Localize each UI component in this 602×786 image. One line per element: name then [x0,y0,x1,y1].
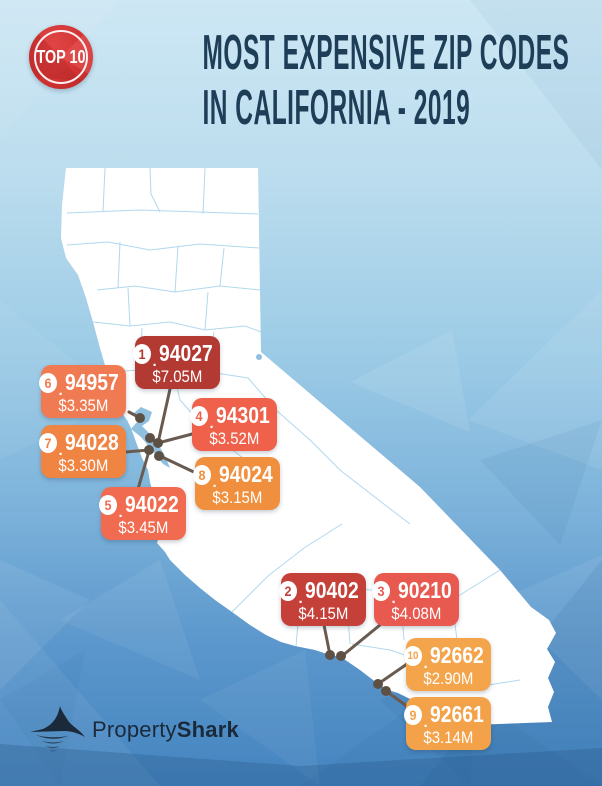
rank-badge: 1 [133,343,152,364]
connector-lines [124,387,410,709]
price-label: $4.08M [391,604,442,623]
zip-label: 90210 [397,577,452,603]
zip-card-94022: 5. 94022 $3.45M [99,487,186,540]
zip-label: 94022 [124,491,179,517]
price-label: $3.35M [58,396,109,415]
page-title: MOST EXPENSIVE ZIP CODES IN CALIFORNIA -… [100,26,570,136]
zip-card-92662: 10. 92662 $2.90M [404,638,491,691]
badge-ring [34,30,88,84]
propertyshark-logo: PropertyShark [30,704,250,756]
zip-card-92661: 9. 92661 $3.14M [404,697,491,750]
rank-badge: 4 [190,405,209,426]
price-label: $3.52M [209,429,260,448]
price-label: $3.45M [118,518,169,537]
rank-badge: 6 [39,372,58,393]
zip-label: 94957 [64,369,119,395]
price-label: $7.05M [152,367,203,386]
price-label: $4.15M [298,604,349,623]
price-label: $2.90M [423,669,474,688]
badge-label: TOP 10 [36,46,86,67]
zip-label: 94027 [158,340,213,366]
top10-badge: TOP 10 [29,25,93,89]
price-label: $3.14M [423,728,474,747]
rank-badge: 3 [372,580,391,601]
zip-card-90402: 2. 90402 $4.15M [279,573,366,626]
zip-card-94027: 1. 94027 $7.05M [133,336,220,389]
zip-card-90210: 3. 90210 $4.08M [372,573,459,626]
brand-text: PropertyShark [92,717,239,742]
zip-label: 92661 [429,701,484,727]
rank-badge: 5 [99,494,118,515]
rank-badge: 2 [279,580,298,601]
zip-label: 94024 [218,461,273,487]
title-line-2: IN CALIFORNIA - 2019 [202,80,471,135]
rank-badge: 7 [39,432,58,453]
zip-card-94957: 6. 94957 $3.35M [39,365,126,418]
shark-fin-icon [30,706,85,752]
zip-label: 94301 [215,402,270,428]
title-line-1: MOST EXPENSIVE ZIP CODES [202,26,570,80]
price-label: $3.30M [58,456,109,475]
map-marker-dots [135,413,391,696]
zip-card-94301: 4. 94301 $3.52M [190,398,277,451]
price-label: $3.15M [212,488,263,507]
zip-label: 94028 [64,429,119,455]
zip-card-94028: 7. 94028 $3.30M [39,425,126,478]
rank-badge: 9 [404,704,423,725]
rank-badge: 10 [404,645,423,666]
zip-label: 90402 [304,577,359,603]
zip-card-94024: 8. 94024 $3.15M [193,457,280,510]
rank-badge: 8 [193,464,212,485]
zip-label: 92662 [429,642,484,668]
